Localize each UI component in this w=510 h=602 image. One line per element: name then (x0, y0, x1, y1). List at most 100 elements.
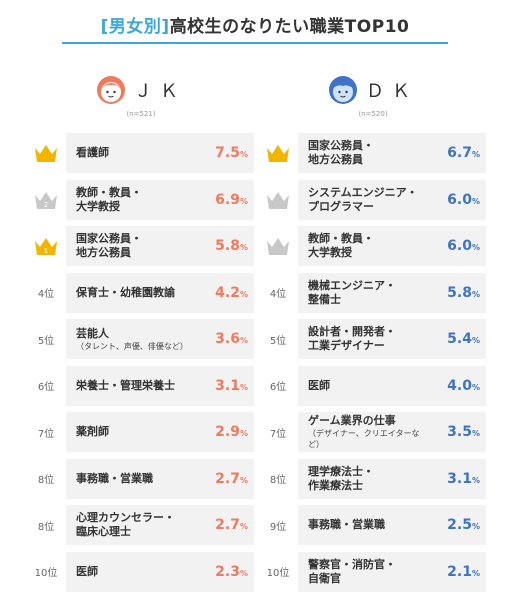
dk-rank-row: 7位 ゲーム業界の仕事 （デザイナー、クリエイターなど） 3.5% (260, 409, 486, 455)
percentage-value: 4.2 (215, 284, 240, 301)
percentage-value: 2.7 (215, 517, 240, 533)
job-card: 医師 2.3% (66, 551, 254, 592)
jk-rank-row: 看護師 7.5% (28, 130, 254, 176)
percentage-unit: % (471, 475, 480, 485)
job-name: 教師・教員・ 大学教授 (66, 186, 196, 214)
job-name: 薬剤師 (66, 425, 196, 439)
job-title: 心理カウンセラー・ 臨床心理士 (76, 511, 175, 538)
crown-icon (260, 130, 296, 176)
girl-avatar-icon (97, 76, 125, 104)
percentage-value: 2.3 (215, 563, 240, 580)
jk-label: ＪＫ (134, 81, 186, 102)
percentage-value: 5.8 (447, 284, 472, 301)
crown-icon: 2 (28, 177, 64, 223)
dk-header: ＤＫ (260, 66, 486, 114)
percentage-value: 6.9 (215, 191, 240, 208)
percentage: 5.4% (428, 331, 486, 347)
percentage: 4.2% (196, 285, 254, 301)
job-card: 芸能人 （タレント、声優、俳優など） 3.6% (66, 319, 254, 359)
dk-column: ＤＫ (n=520) 国家公務員・ 地方公務員 6.7% システムエンジニア・ プロ… (260, 66, 486, 595)
job-card: ゲーム業界の仕事 （デザイナー、クリエイターなど） 3.5% (298, 412, 486, 452)
job-card: 事務職・営業職 2.5% (298, 505, 486, 545)
percentage-value: 3.6 (215, 331, 240, 347)
percentage-unit: % (471, 150, 480, 159)
dk-label: ＤＫ (366, 81, 418, 102)
percentage-unit: % (471, 289, 480, 299)
dk-rank-row: 6位 医師 4.0% (260, 363, 486, 409)
title-underline (62, 42, 448, 44)
job-name: 理学療法士・ 作業療法士 (298, 465, 428, 493)
percentage: 3.5% (428, 424, 486, 440)
percentage-unit: % (471, 336, 480, 345)
job-card: 薬剤師 2.9% (66, 412, 254, 452)
dk-ranking-list: 国家公務員・ 地方公務員 6.7% システムエンジニア・ プログラマー 6.0% 教師・… (260, 130, 486, 595)
jk-header: ＪＫ (28, 66, 254, 114)
rank-label: 4位 (269, 289, 287, 300)
title-bracket-open: [ (100, 17, 109, 37)
dk-rank-row: 5位 設計者・開発者・ 工業デザイナー 5.4% (260, 316, 486, 362)
crown-icon (28, 130, 64, 176)
percentage-value: 2.1 (447, 563, 472, 580)
dk-rank-row: 8位 理学療法士・ 作業療法士 3.1% (260, 456, 486, 502)
job-title: 理学療法士・ 作業療法士 (308, 464, 374, 492)
job-card: 理学療法士・ 作業療法士 3.1% (298, 458, 486, 499)
percentage-value: 4.0 (447, 377, 472, 394)
rank-label: 7位 (269, 428, 287, 440)
percentage-value: 6.7 (447, 145, 472, 161)
rank-label: 10位 (266, 568, 290, 579)
job-card: 栄養士・管理栄養士 3.1% (66, 365, 254, 406)
title-tag: 男女別 (108, 17, 162, 37)
percentage-unit: % (239, 568, 248, 578)
percentage-value: 3.1 (215, 377, 240, 394)
job-name: 設計者・開発者・ 工業デザイナー (298, 325, 428, 353)
rank-label: 6位 (269, 382, 287, 393)
percentage-unit: % (471, 196, 480, 206)
job-card: 医師 4.0% (298, 365, 486, 406)
percentage: 3.1% (196, 378, 254, 394)
dk-rank-row: 国家公務員・ 地方公務員 6.7% (260, 130, 486, 176)
job-card: 教師・教員・ 大学教授 6.0% (298, 226, 486, 266)
percentage-unit: % (239, 522, 248, 531)
job-title: 教師・教員・ 大学教授 (76, 185, 142, 213)
percentage-value: 5.8 (215, 238, 240, 254)
percentage-value: 2.5 (447, 517, 472, 533)
dk-rank-row: 教師・教員・ 大学教授 6.0% (260, 223, 486, 269)
job-name: システムエンジニア・ プログラマー (298, 186, 428, 214)
rank-label: 8位 (37, 475, 55, 486)
crown-icon: 1 (28, 223, 64, 269)
job-title: システムエンジニア・ プログラマー (308, 185, 418, 213)
job-card: 機械エンジニア・ 整備士 5.8% (298, 272, 486, 313)
job-card: 心理カウンセラー・ 臨床心理士 2.7% (66, 505, 254, 545)
percentage: 4.0% (428, 378, 486, 394)
percentage-unit: % (239, 289, 248, 299)
percentage-value: 2.9 (215, 424, 240, 440)
job-name: 芸能人 （タレント、声優、俳優など） (66, 327, 196, 352)
dk-rank-row: 9位 事務職・営業職 2.5% (260, 502, 486, 548)
percentage-unit: % (239, 336, 248, 345)
job-card: 保育士・幼稚園教諭 4.2% (66, 272, 254, 313)
title-bracket-close: ] (161, 17, 170, 37)
dk-rank-row: システムエンジニア・ プログラマー 6.0% (260, 177, 486, 223)
jk-column: ＪＫ (n=521) 看護師 7.5% 2 教師・教員・ 大学教授 6.9% 1 国家公務員… (28, 66, 254, 595)
job-name: 心理カウンセラー・ 臨床心理士 (66, 511, 196, 539)
job-name: 看護師 (66, 146, 196, 160)
rank-label: 5位 (37, 335, 55, 347)
percentage-unit: % (239, 196, 248, 206)
percentage-value: 3.1 (447, 470, 472, 487)
rank-label: 4位 (37, 289, 55, 300)
job-name: 医師 (66, 565, 196, 579)
dk-rank-row: 10位 警察官・消防官・ 自衛官 2.1% (260, 549, 486, 595)
job-name: 警察官・消防官・ 自衛官 (298, 558, 428, 586)
percentage: 6.9% (196, 192, 254, 208)
jk-ranking-list: 看護師 7.5% 2 教師・教員・ 大学教授 6.9% 1 国家公務員・ 地方公務員 5.8%… (28, 130, 254, 595)
job-name: 医師 (298, 379, 428, 393)
job-title: 国家公務員・ 地方公務員 (308, 139, 374, 166)
rank-label: 5位 (269, 335, 287, 347)
job-title: 薬剤師 (76, 425, 109, 438)
job-card: 教師・教員・ 大学教授 6.9% (66, 179, 254, 220)
job-note: （デザイナー、クリエイターなど） (308, 429, 420, 449)
job-title: 医師 (308, 378, 330, 392)
job-card: 警察官・消防官・ 自衛官 2.1% (298, 551, 486, 592)
jk-rank-row: 4位 保育士・幼稚園教諭 4.2% (28, 270, 254, 316)
job-card: 看護師 7.5% (66, 133, 254, 173)
